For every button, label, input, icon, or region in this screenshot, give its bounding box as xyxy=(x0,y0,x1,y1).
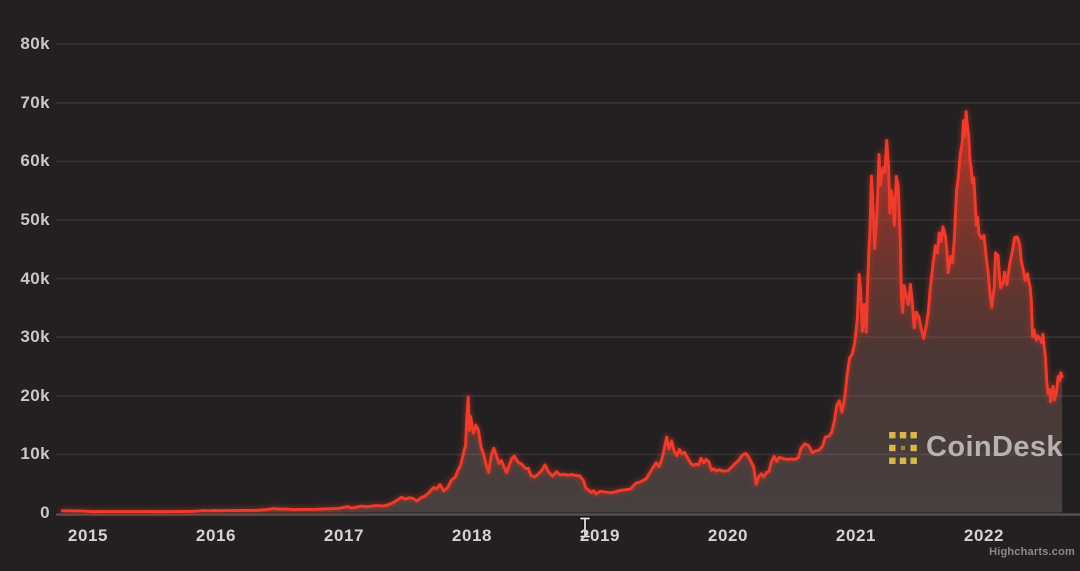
highcharts-credit[interactable]: Highcharts.com xyxy=(989,546,1075,558)
text-cursor-icon xyxy=(578,516,592,539)
price-line[interactable] xyxy=(60,110,1064,514)
